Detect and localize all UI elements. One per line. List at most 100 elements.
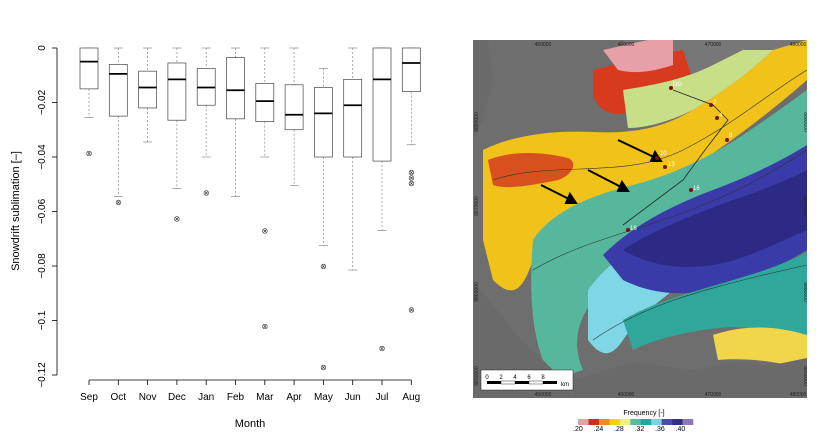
map-canvas: 450000 460000 470000 480000 450000 46000… [473, 40, 807, 398]
svg-text:10: 10 [660, 151, 667, 157]
box-dec: ⊗ [167, 47, 187, 223]
station-point: 4 [715, 113, 723, 120]
outlier-point: ⊗ [320, 262, 327, 271]
legend-tick-label: .40 [675, 426, 686, 433]
box-sep: ⊗ [79, 47, 99, 158]
box-jul: ⊗ [372, 47, 392, 353]
frequency-band-high [483, 40, 807, 291]
box-nov [138, 47, 157, 143]
x-tick-label: Jan [198, 392, 214, 403]
frequency-band-red-west [488, 153, 574, 188]
svg-text:16: 16 [693, 186, 700, 192]
outlier-point: ⊗ [261, 227, 268, 236]
arrow-icon [540, 184, 578, 204]
map-x-tick-label: 450000 [535, 42, 552, 48]
box-iqr [138, 70, 157, 109]
map-x-tick-label-bottom: 460000 [618, 392, 635, 398]
box-iqr [343, 78, 363, 158]
land-mass [473, 280, 573, 398]
box-iqr [167, 62, 187, 121]
legend-tick-label: .36 [655, 426, 665, 433]
frequency-map: 450000 460000 470000 480000 450000 46000… [473, 40, 807, 398]
outlier-point: ⊗ [261, 322, 268, 331]
outlier-point: ⊗ [320, 363, 327, 372]
y-axis-label: Snowdrift sublimation [–] [10, 151, 22, 271]
legend-swatch [651, 419, 662, 425]
x-tick-label: Nov [139, 392, 157, 403]
outlier-point: ⊗ [379, 344, 386, 353]
legend-swatch [682, 419, 694, 425]
y-tick-label: −0.08 [37, 253, 48, 279]
x-tick-label: Jun [345, 392, 361, 403]
legend-title: Frequency [-] [623, 410, 665, 417]
frequency-band-lightgreen [623, 50, 773, 128]
y-tick-label: −0.12 [37, 362, 48, 388]
station-point: 2 [709, 100, 717, 107]
x-tick-label: Aug [402, 392, 420, 403]
legend-swatch [609, 419, 621, 425]
y-tick-label: −0.04 [37, 144, 48, 170]
map-y-tick-label-right: 8880000 [802, 112, 807, 132]
map-y-tick-label: 8870000 [474, 196, 480, 216]
svg-text:km: km [561, 382, 569, 388]
legend-swatch [619, 419, 631, 425]
svg-text:DG: DG [673, 82, 682, 88]
box-oct: ⊗ [108, 47, 128, 207]
map-y-tick-label: 8860000 [474, 282, 480, 302]
x-tick-label: Dec [168, 392, 186, 403]
map-y-tick-label-right: 8860000 [802, 282, 807, 302]
transect-line [622, 89, 729, 226]
legend-swatch [640, 419, 652, 425]
legend-swatch [588, 419, 600, 425]
svg-text:2: 2 [713, 100, 717, 106]
svg-text:8: 8 [729, 133, 733, 139]
map-x-tick-label: 480000 [790, 42, 807, 48]
box-jan: ⊗ [196, 47, 216, 197]
svg-text:6: 6 [527, 375, 531, 381]
x-tick-label: May [314, 392, 333, 403]
x-tick-label: Feb [227, 392, 245, 403]
station-point: 18 [626, 226, 637, 232]
legend-tick-label: .32 [634, 426, 645, 433]
map-y-tick-label-right: 8850000 [802, 366, 807, 386]
map-x-tick-label-bottom: 450000 [535, 392, 552, 398]
y-tick-label: −0.1 [37, 310, 48, 330]
box-aug: ⊗⊗⊗⊗ [401, 47, 421, 315]
box-iqr [314, 87, 333, 158]
outlier-point: ⊗ [408, 173, 415, 182]
legend-swatch [630, 419, 642, 425]
map-y-tick-label: 8880000 [474, 112, 480, 132]
bathymetry-contour [532, 149, 807, 271]
box-mar: ⊗⊗ [255, 47, 275, 331]
outlier-point: ⊗ [115, 198, 122, 207]
svg-text:0: 0 [485, 375, 489, 381]
box-iqr [79, 47, 99, 90]
legend-colorbar [578, 419, 694, 425]
map-x-tick-label-bottom: 480000 [790, 392, 807, 398]
box-apr [284, 47, 304, 186]
map-y-tick-label-right: 8870000 [802, 196, 807, 216]
x-tick-label: Apr [286, 392, 302, 403]
frequency-band-darkblue [623, 170, 807, 267]
y-tick-label: −0.06 [37, 198, 48, 224]
outlier-point: ⊗ [86, 149, 93, 158]
box-iqr [284, 84, 304, 131]
x-tick-label: Mar [256, 392, 274, 403]
box-iqr [401, 47, 421, 92]
box-iqr [226, 57, 245, 120]
legend-swatch [598, 419, 610, 425]
outlier-point: ⊗ [408, 306, 415, 315]
box-iqr [255, 83, 275, 122]
box-feb [226, 47, 245, 197]
svg-text:4: 4 [513, 375, 517, 381]
bathymetry-contour [492, 69, 807, 181]
svg-text:13: 13 [668, 162, 675, 168]
svg-text:4: 4 [719, 113, 723, 119]
boxplot-boxes: ⊗⊗⊗⊗⊗⊗⊗⊗⊗⊗⊗⊗⊗ [79, 47, 421, 372]
box-jun [343, 47, 363, 271]
boxplot-axes: 0 −0.02 −0.04 −0.06 −0.08 −0.1 −0.12 Sep Oct Nov D… [37, 45, 420, 403]
outlier-point: ⊗ [203, 188, 210, 197]
legend-tick-label: .28 [614, 426, 624, 433]
x-tick-label: Jul [376, 392, 389, 403]
map-x-tick-label: 470000 [705, 42, 722, 48]
